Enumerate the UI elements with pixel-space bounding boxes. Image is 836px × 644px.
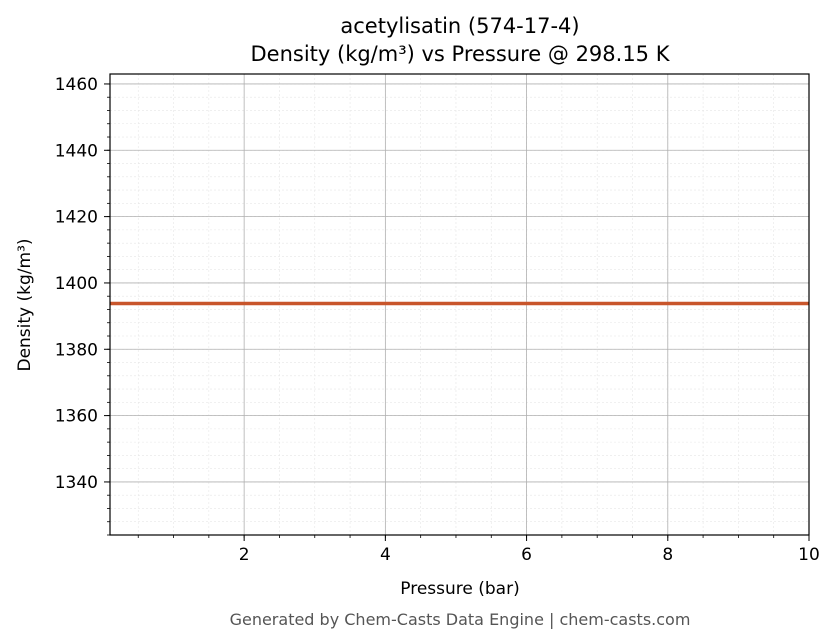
footer-credit: Generated by Chem-Casts Data Engine | ch… xyxy=(230,610,691,629)
plot-frame xyxy=(109,73,810,536)
y-tick-label: 1380 xyxy=(55,340,98,360)
x-tick-label: 2 xyxy=(239,545,250,565)
chart-subtitle: Density (kg/m³) vs Pressure @ 298.15 K xyxy=(250,42,670,66)
y-tick-label: 1360 xyxy=(55,407,98,427)
x-axis-label: Pressure (bar) xyxy=(400,579,519,599)
ticks-layer xyxy=(104,83,810,541)
y-tick-label: 1420 xyxy=(55,208,98,228)
x-tick-label: 10 xyxy=(798,545,820,565)
y-tick-label: 1400 xyxy=(55,274,98,294)
tick-labels: 2 4 6 8 10 1340 1360 1380 1400 1420 1440 1460 xyxy=(55,75,820,565)
y-tick-label: 1460 xyxy=(55,75,98,95)
y-axis-label: Density (kg/m³) xyxy=(15,238,35,371)
x-tick-label: 6 xyxy=(521,545,532,565)
x-tick-label: 4 xyxy=(380,545,391,565)
y-tick-label: 1340 xyxy=(55,473,98,493)
x-tick-label: 8 xyxy=(662,545,673,565)
major-grid xyxy=(110,74,809,535)
chart-title: acetylisatin (574-17-4) xyxy=(340,14,579,38)
y-tick-label: 1440 xyxy=(55,141,98,161)
